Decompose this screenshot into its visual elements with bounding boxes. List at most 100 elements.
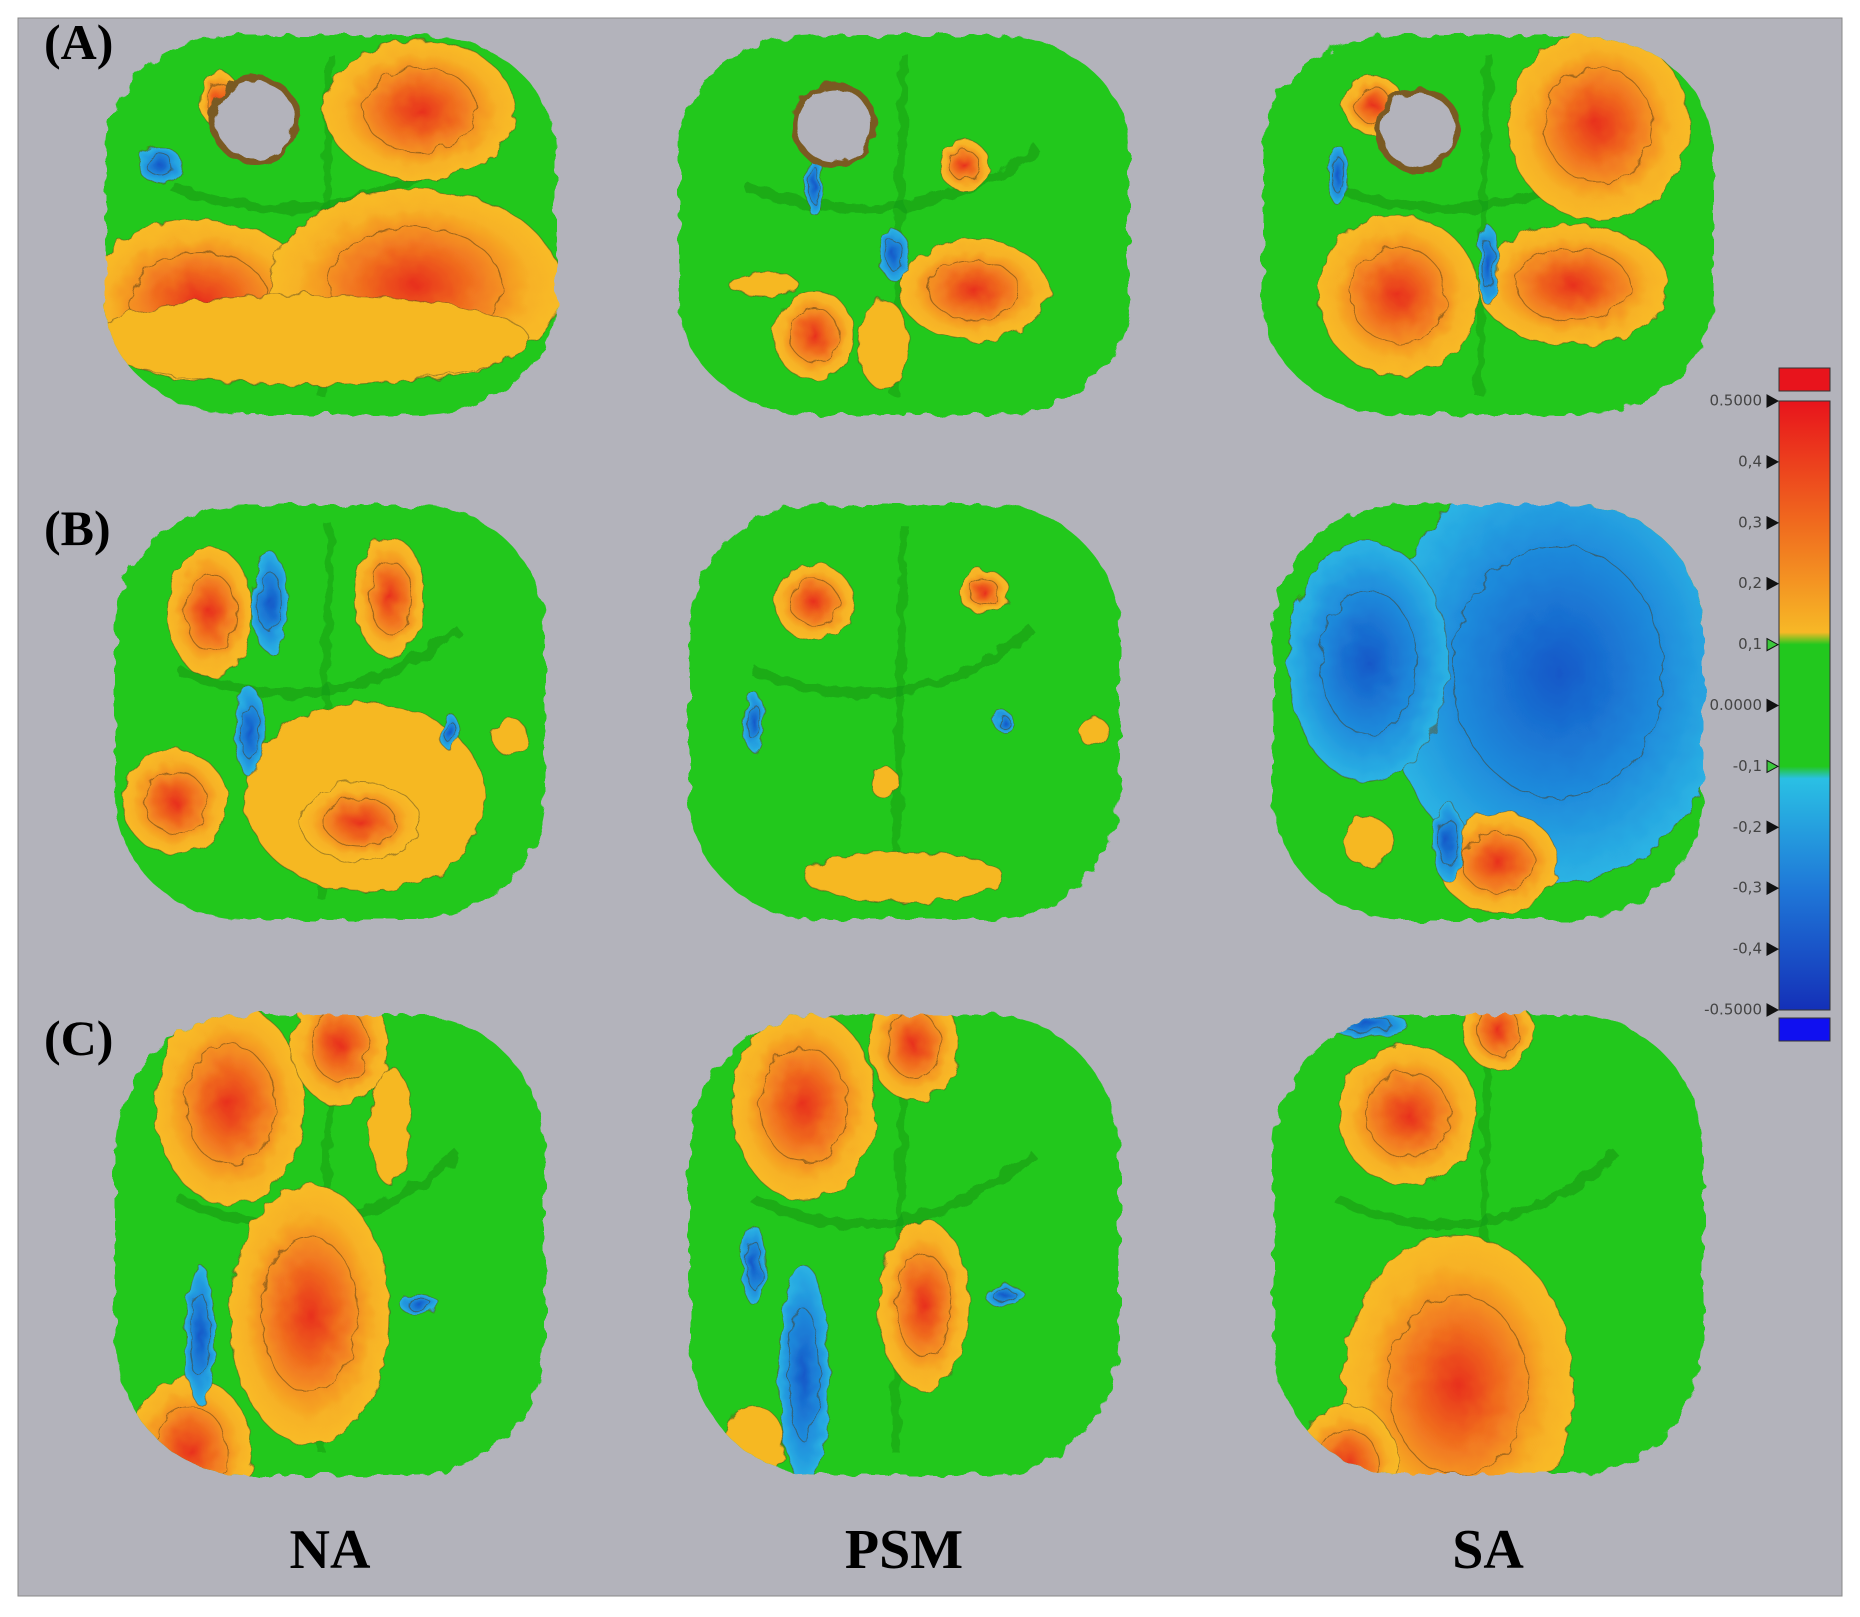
spots [122,525,529,899]
contour [323,797,397,847]
contour [884,239,904,271]
spot [324,39,516,181]
spot [1337,1044,1479,1186]
spot [369,1064,411,1186]
spot [1327,144,1349,206]
contour [1331,156,1345,194]
contour [991,1288,1017,1302]
scale-tick-label: -0,3 [1733,879,1762,897]
spot [898,239,1050,341]
spot [137,146,183,184]
spot [399,1294,441,1316]
contour [789,307,839,363]
spot [229,1184,391,1446]
groove [891,525,908,899]
spot [1432,801,1464,883]
row-label: (B) [44,500,111,556]
spots [728,53,1050,397]
contour [407,1298,433,1312]
spot [1287,541,1449,783]
scale-tick-marker [1766,394,1780,408]
color-bar [1778,400,1831,1011]
spot [728,272,800,298]
spot [105,294,531,386]
tooth-map [1273,1015,1703,1475]
spot [1477,224,1499,306]
pulp-opening [1375,87,1461,173]
spot [167,546,253,678]
contour [886,1015,942,1079]
contour [258,571,282,633]
tooth-map [689,504,1119,920]
spot [878,229,910,281]
spot [122,749,228,855]
contour [443,720,457,744]
contour [1543,67,1653,183]
spots [1317,35,1689,397]
column-label: NA [290,1519,371,1581]
tooth-map [679,35,1129,415]
scale-tick-label: -0.5000 [1704,1001,1762,1019]
contour [1349,246,1447,344]
contour [968,578,1000,606]
tooth-map [689,1015,1119,1475]
spots [105,39,555,397]
under-range-box [1778,1017,1831,1042]
contour [746,1240,762,1290]
spots [127,1015,463,1475]
groove [1475,53,1492,397]
scale-tick-label: 0.0000 [1710,696,1763,714]
spot [1462,1015,1534,1071]
contour [1515,248,1631,322]
scale-tick-marker [1766,637,1780,652]
deviation-maps [105,35,1713,1475]
contour [261,1236,359,1394]
spot [439,713,461,751]
contour [948,149,980,181]
over-range-box [1778,367,1831,392]
spot [743,691,765,753]
column-label: SA [1452,1519,1524,1581]
contour [1438,817,1458,867]
spot [1317,214,1479,376]
tooth-map [115,504,545,920]
contour [760,1047,848,1163]
spot [154,1015,306,1206]
contour [1452,545,1664,799]
contour [310,1015,370,1082]
pulp-opening [210,75,300,165]
pulp-opening [791,82,877,168]
spot [993,711,1015,733]
spot [1342,816,1394,868]
scale-tick-marker [1766,455,1780,469]
contour [1476,1015,1520,1055]
scale-tick-label: 0.5000 [1710,392,1763,410]
scale-tick-label: 0,2 [1738,574,1762,592]
spots [1287,504,1703,913]
spot [1078,716,1110,748]
scale-tick-marker [1766,942,1780,956]
spot [354,536,426,658]
scale-tick-label: 0,3 [1738,513,1762,531]
spots [723,1015,1037,1475]
spot [773,563,855,641]
scale-tick-label: -0,4 [1733,940,1762,958]
scale-tick-marker [1766,759,1780,774]
spot [1342,1234,1574,1475]
contour [146,153,174,177]
contour [1319,589,1417,735]
contour [368,560,412,634]
contour [240,704,260,760]
tooth-map [105,35,555,415]
contour [190,1292,210,1378]
row-label: (C) [44,1010,113,1066]
spots [743,525,1110,903]
scale-tick-marker [1766,576,1780,591]
tooth-map [115,1015,545,1475]
scale-tick-marker [1766,820,1780,835]
tooth-map [1273,504,1703,920]
spot [741,1224,767,1306]
contour [184,1044,276,1166]
contour [1481,240,1495,290]
